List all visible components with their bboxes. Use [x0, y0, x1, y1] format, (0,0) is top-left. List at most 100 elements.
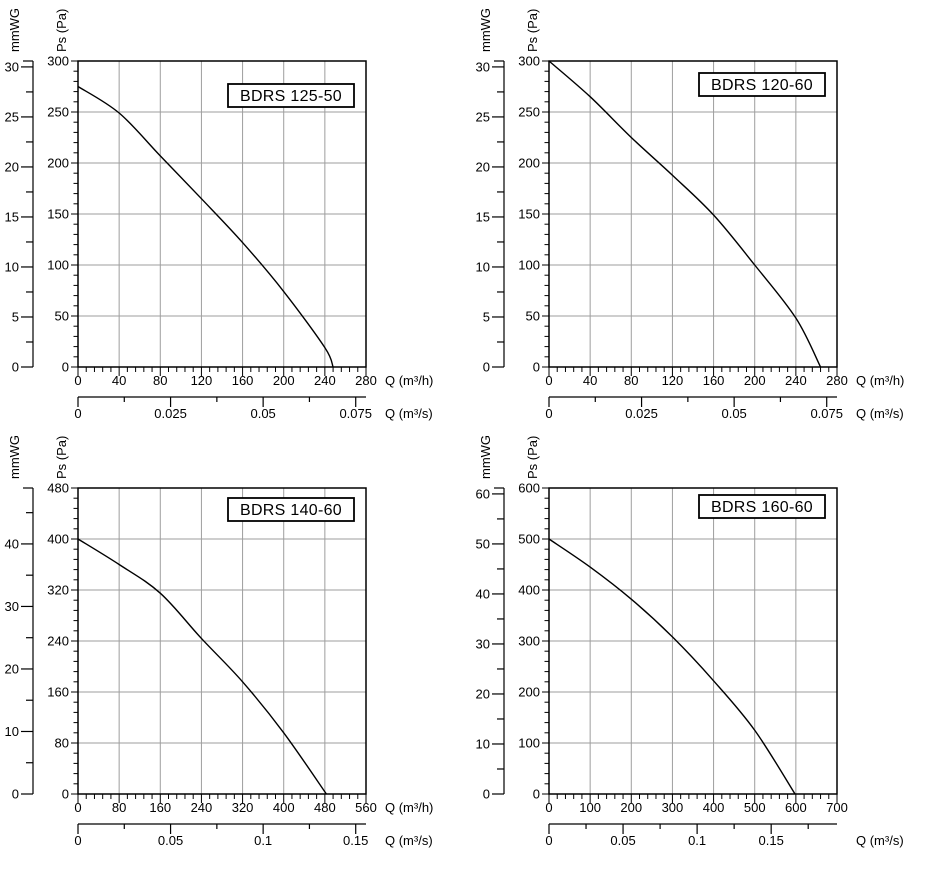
mmwg-axis-unit-label: mmWG	[7, 8, 22, 52]
x2-tick-label: 0.1	[688, 833, 706, 848]
x-tick-label: 160	[232, 373, 254, 388]
x-tick-label: 240	[314, 373, 336, 388]
x-tick-label: 200	[273, 373, 295, 388]
x-tick-label: 80	[153, 373, 167, 388]
mmwg-tick-label: 30	[476, 59, 490, 74]
mmwg-axis-labels: 0 5 10 15 20 25 30	[5, 59, 19, 374]
x2-tick-label: 0.15	[343, 833, 368, 848]
x2-tick-label: 0.025	[154, 406, 187, 421]
x-tick-label: 0	[74, 800, 81, 815]
x2-tick-label: 0.025	[625, 406, 658, 421]
mmwg-tick-label: 25	[476, 109, 490, 124]
grid-lines	[549, 488, 837, 794]
x-tick-label: 100	[579, 800, 601, 815]
x-tick-label: 500	[744, 800, 766, 815]
pa-tick-label: 50	[526, 309, 540, 324]
pa-tick-label: 100	[47, 258, 69, 273]
x2-tick-label: 0.075	[810, 406, 843, 421]
x-tick-label: 200	[620, 800, 642, 815]
x2-tick-label: 0.15	[759, 833, 784, 848]
pa-axis-ticks	[71, 487, 78, 795]
chart-title: BDRS 120-60	[711, 77, 813, 94]
mmwg-tick-label: 10	[5, 259, 19, 274]
pa-tick-label: 400	[47, 532, 69, 547]
mmwg-tick-label: 30	[5, 59, 19, 74]
pa-tick-label: 0	[533, 360, 540, 375]
pa-tick-label: 250	[47, 105, 69, 120]
mmwg-tick-label: 15	[476, 209, 490, 224]
x2-tick-label: 0	[74, 406, 81, 421]
pa-tick-label: 150	[47, 207, 69, 222]
pa-tick-label: 240	[47, 634, 69, 649]
pa-tick-label: 300	[47, 54, 69, 69]
x-tick-label: 320	[232, 800, 254, 815]
mmwg-scale	[21, 60, 34, 368]
pa-axis-ticks	[542, 487, 549, 795]
mmwg-axis-unit-label: mmWG	[478, 435, 493, 479]
x-tick-label: 480	[314, 800, 336, 815]
fan-curve-chart-3: 0 80 160 240 320 400 480 560 Q (m³/h)08016024032…	[5, 435, 434, 848]
chart-title: BDRS 140-60	[240, 502, 342, 519]
mmwg-tick-label: 60	[476, 486, 490, 501]
mmwg-axis-unit-label: mmWG	[7, 435, 22, 479]
pa-axis-ticks	[71, 60, 78, 368]
x-secondary-axis-labels: 0 0.05 0.1 0.15	[545, 833, 783, 848]
x2-tick-label: 0	[545, 833, 552, 848]
fan-curve-chart-4: 0 100 200 300 400 500 600 700010020030040050060…	[476, 435, 904, 848]
pa-tick-label: 100	[518, 258, 540, 273]
x-axis-labels: 0 100 200 300 400 500 600 700	[545, 800, 847, 815]
chart-title-box: BDRS 140-60	[227, 497, 355, 522]
chart-title-box: BDRS 160-60	[698, 494, 826, 519]
chart-title-box: BDRS 125-50	[227, 83, 355, 108]
pa-tick-label: 200	[518, 685, 540, 700]
x2-tick-label: 0.05	[721, 406, 746, 421]
mmwg-tick-label: 10	[5, 724, 19, 739]
pa-tick-label: 320	[47, 583, 69, 598]
fan-performance-curve	[77, 85, 334, 368]
mmwg-tick-label: 20	[5, 159, 19, 174]
mmwg-tick-label: 0	[483, 787, 490, 802]
pa-tick-label: 300	[518, 54, 540, 69]
x2-tick-label: 0	[74, 833, 81, 848]
x2-tick-label: 0.075	[339, 406, 372, 421]
chart-title-box: BDRS 120-60	[698, 72, 826, 97]
x-secondary-axis-unit-label: Q (m³/s)	[856, 833, 904, 848]
mmwg-tick-label: 40	[5, 536, 19, 551]
x-tick-label: 240	[785, 373, 807, 388]
x-tick-label: 600	[785, 800, 807, 815]
x-tick-label: 160	[703, 373, 725, 388]
pa-tick-label: 250	[518, 105, 540, 120]
pa-tick-label: 100	[518, 736, 540, 751]
mmwg-tick-label: 5	[483, 309, 490, 324]
x-primary-axis-unit-label: Q (m³/h)	[385, 800, 433, 815]
pa-tick-label: 480	[47, 481, 69, 496]
x-tick-label: 280	[355, 373, 377, 388]
pa-axis-labels: 0 50 100 150 200 250 300	[47, 54, 69, 375]
pa-tick-label: 160	[47, 685, 69, 700]
pa-axis-labels: 0 100 200 300 400 500 600	[518, 481, 540, 802]
pa-axis-unit-label: Ps (Pa)	[525, 9, 540, 52]
x2-tick-label: 0	[545, 406, 552, 421]
x-tick-label: 400	[273, 800, 295, 815]
mmwg-axis-unit-label: mmWG	[478, 8, 493, 52]
mmwg-scale	[492, 60, 505, 368]
x-axis-labels: 0 40 80 120 160 200 240 280	[545, 373, 847, 388]
pa-tick-label: 200	[47, 156, 69, 171]
x-tick-label: 160	[149, 800, 171, 815]
pa-axis-ticks	[542, 60, 549, 368]
mmwg-tick-label: 40	[476, 586, 490, 601]
x-secondary-axis-labels: 0 0.05 0.1 0.15	[74, 833, 368, 848]
grid-lines	[549, 61, 837, 367]
mmwg-tick-label: 20	[5, 661, 19, 676]
x2-tick-label: 0.1	[254, 833, 272, 848]
x-tick-label: 560	[355, 800, 377, 815]
pa-tick-label: 150	[518, 207, 540, 222]
chart-title: BDRS 125-50	[240, 88, 342, 105]
mmwg-axis-labels: 0 10 20 30 40 50 60	[476, 486, 490, 801]
mmwg-tick-label: 0	[12, 360, 19, 375]
x-axis-ticks	[548, 367, 838, 376]
mmwg-tick-label: 30	[476, 636, 490, 651]
x-tick-label: 40	[112, 373, 126, 388]
pa-tick-label: 80	[55, 736, 69, 751]
